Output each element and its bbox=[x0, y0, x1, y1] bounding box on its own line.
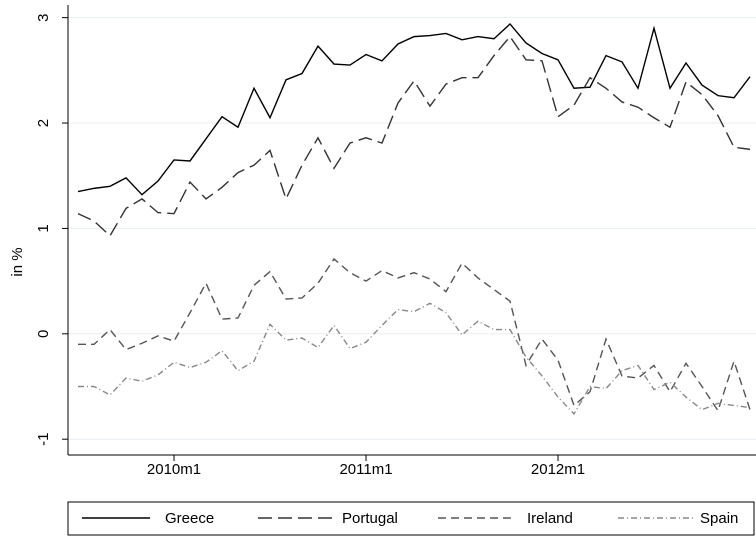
x-tick-label: 2010m1 bbox=[147, 461, 201, 478]
y-axis-label: in % bbox=[9, 247, 26, 276]
series-line bbox=[78, 302, 751, 416]
series-line bbox=[77, 35, 751, 237]
legend-label: Spain bbox=[700, 510, 738, 527]
y-tick-label: 0 bbox=[35, 330, 52, 338]
x-tick-label: 2011m1 bbox=[339, 461, 392, 478]
legend-label: Portugal bbox=[342, 510, 398, 527]
y-tick-label: 1 bbox=[35, 224, 52, 232]
legend-box bbox=[67, 501, 755, 536]
y-tick-label: -1 bbox=[35, 433, 52, 446]
x-tick-label: 2012m1 bbox=[531, 461, 585, 478]
y-tick-label: 2 bbox=[35, 119, 52, 127]
series-line bbox=[78, 257, 751, 413]
series-line bbox=[77, 22, 751, 196]
y-tick-label: 3 bbox=[35, 13, 52, 21]
legend-label: Greece bbox=[165, 510, 214, 527]
legend-label: Ireland bbox=[527, 510, 573, 527]
